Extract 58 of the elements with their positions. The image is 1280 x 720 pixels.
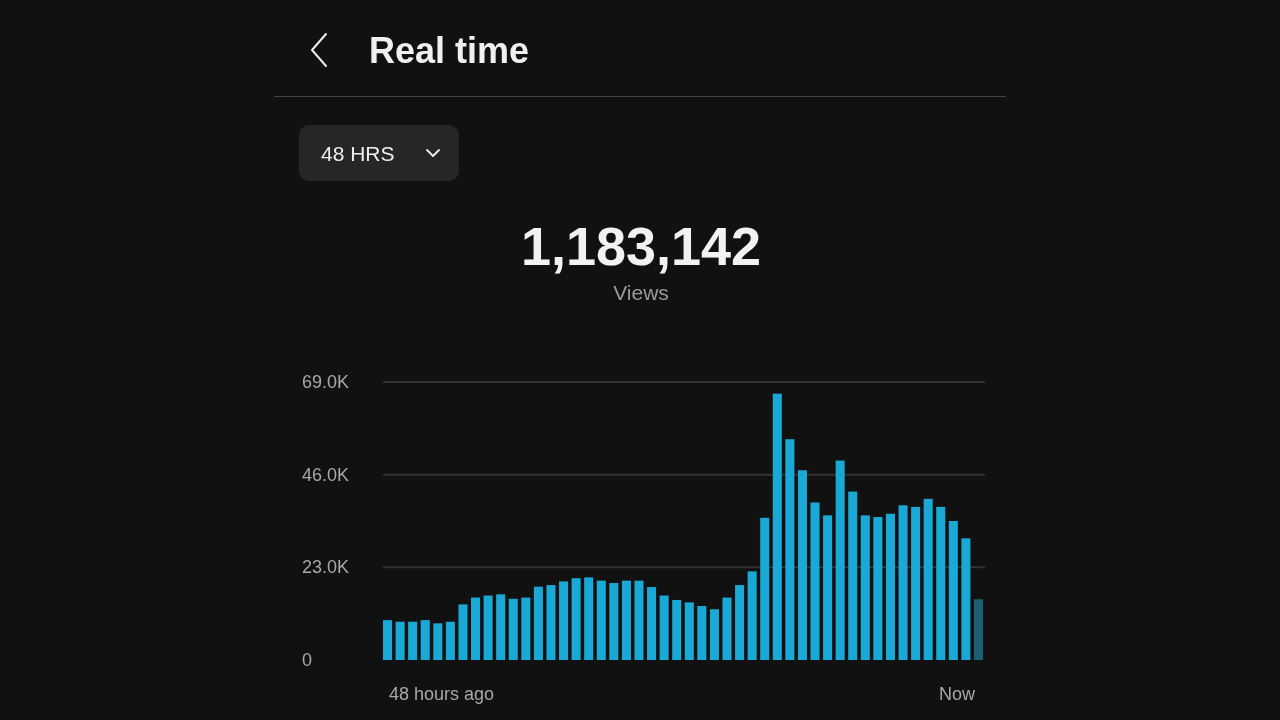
bar [860,515,870,660]
bar [810,502,820,660]
bar [898,505,908,660]
bar [458,604,468,660]
bar [559,581,569,660]
bar [383,620,393,660]
bar [973,599,983,660]
range-dropdown: 48 HRS [299,125,459,181]
bar [697,606,707,660]
bar [923,498,933,660]
bar [684,602,694,660]
bar [508,598,518,660]
bar [885,513,895,660]
bar [433,623,443,660]
bar [445,621,455,660]
bar [948,521,958,660]
bar [760,517,770,660]
bar [835,460,845,660]
bar [785,439,795,660]
bar [483,595,493,660]
text: Views [613,281,669,304]
bar [797,470,807,660]
bar [609,583,619,660]
bar [672,599,682,660]
bar [823,515,833,660]
y-tick-label: 69.0K [302,372,350,392]
y-tick-label: 46.0K [302,464,350,485]
bar [722,597,732,660]
bar [772,393,782,660]
bar [873,516,883,660]
bar [735,585,745,660]
bar [533,586,543,660]
bar [496,594,506,660]
bar [408,621,418,660]
bar [471,597,481,660]
bar [961,538,971,660]
bar [596,580,606,660]
bar [747,571,757,660]
bar [709,609,719,660]
bar [936,506,946,660]
bar [634,580,644,660]
bar [911,506,921,660]
text: 1,183,142 [520,216,762,276]
bar [584,577,594,660]
text: Now [938,684,976,704]
y-tick-label: 0 [302,650,313,670]
bar [521,597,531,660]
bar [848,491,858,660]
bar [659,595,669,660]
chart-title: Real time [369,30,530,71]
bar [647,587,657,660]
y-tick-label: 23.0K [302,557,350,578]
bar [420,620,430,660]
bar [571,578,581,660]
bar [546,585,556,660]
bar [395,621,405,660]
text: 48 hours ago [389,684,495,704]
bar [621,580,631,660]
